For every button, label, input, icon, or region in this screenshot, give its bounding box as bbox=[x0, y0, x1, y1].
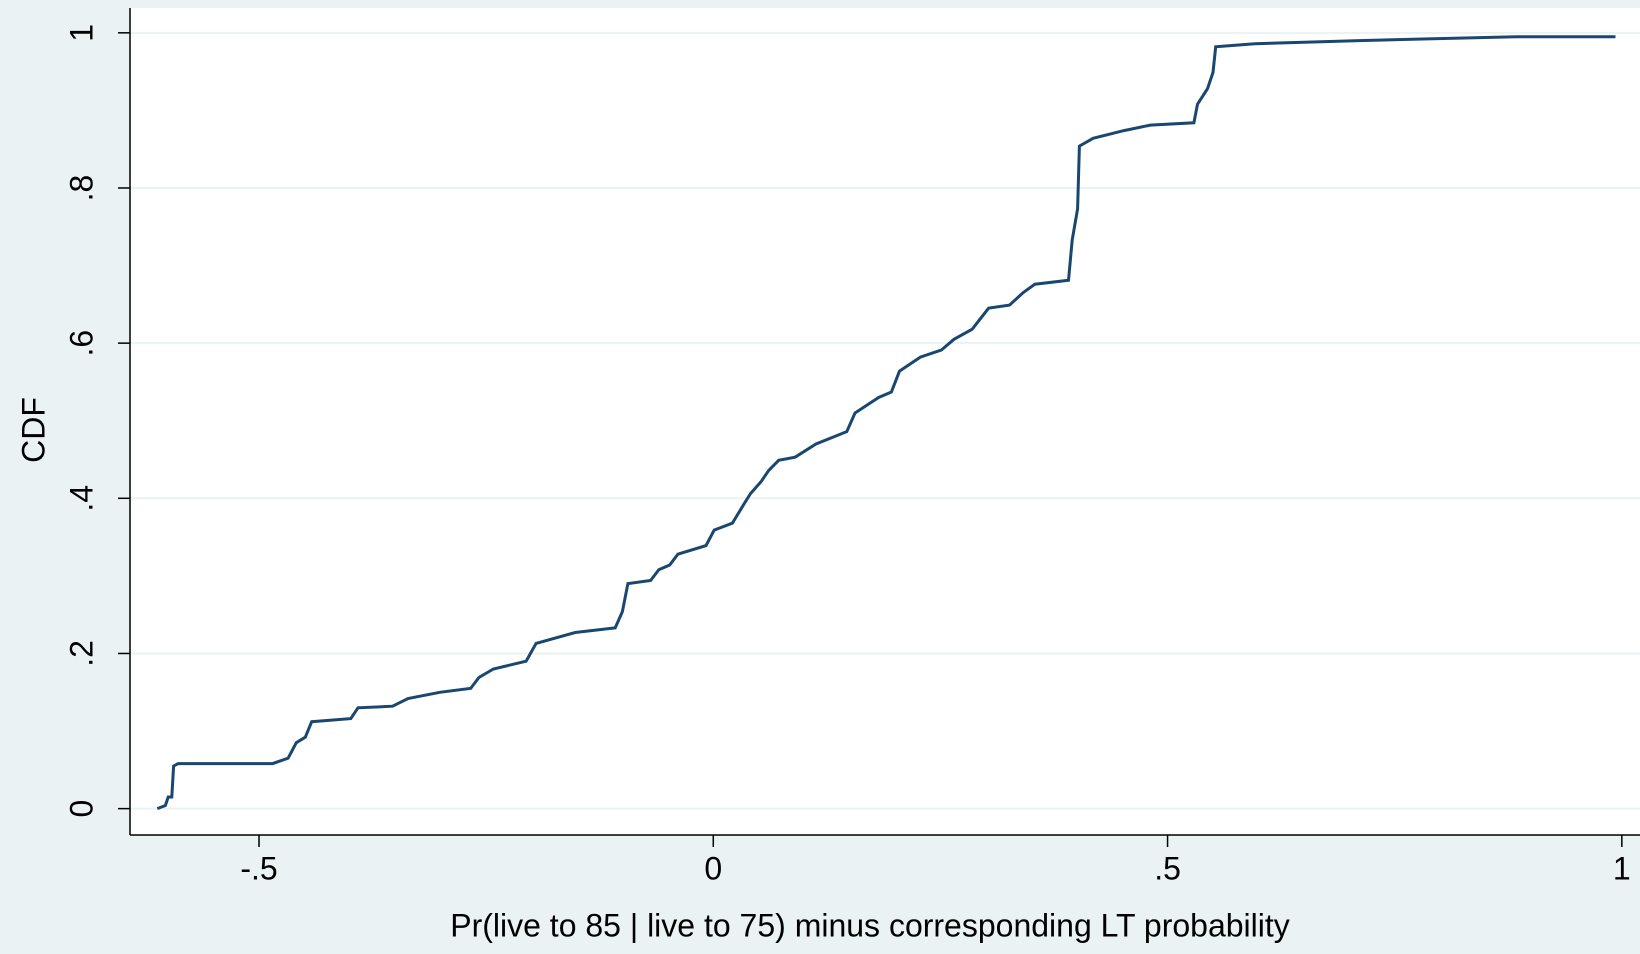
x-tick-label: -.5 bbox=[240, 850, 277, 886]
y-tick-label: .2 bbox=[63, 640, 99, 667]
x-axis-title: Pr(live to 85 | live to 75) minus corres… bbox=[450, 907, 1290, 943]
y-tick-label: 1 bbox=[63, 24, 99, 42]
y-tick-label: .4 bbox=[63, 485, 99, 512]
y-tick-label: .6 bbox=[63, 330, 99, 357]
x-tick-label: 1 bbox=[1613, 850, 1631, 886]
y-tick-label: 0 bbox=[63, 800, 99, 818]
y-tick-label: .8 bbox=[63, 175, 99, 202]
x-tick-label: .5 bbox=[1154, 850, 1181, 886]
y-axis-title: CDF bbox=[15, 397, 51, 463]
x-tick-label: 0 bbox=[704, 850, 722, 886]
cdf-line bbox=[156, 35, 1616, 811]
plot-area bbox=[130, 8, 1640, 835]
